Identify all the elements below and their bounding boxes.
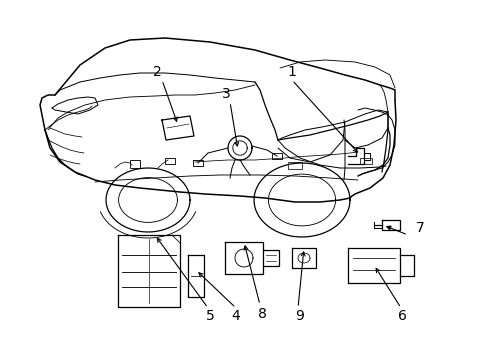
Text: 9: 9 [295,309,304,323]
Bar [164,158,175,164]
Bar [287,162,302,169]
Text: 3: 3 [221,87,230,101]
Text: 4: 4 [231,309,240,323]
Text: 5: 5 [205,309,214,323]
Text: 8: 8 [257,307,266,321]
Text: 6: 6 [397,309,406,323]
Bar [359,158,371,164]
Text: 2: 2 [152,65,161,79]
Text: 1: 1 [287,65,296,79]
Bar [130,160,140,168]
Text: 7: 7 [415,221,424,235]
